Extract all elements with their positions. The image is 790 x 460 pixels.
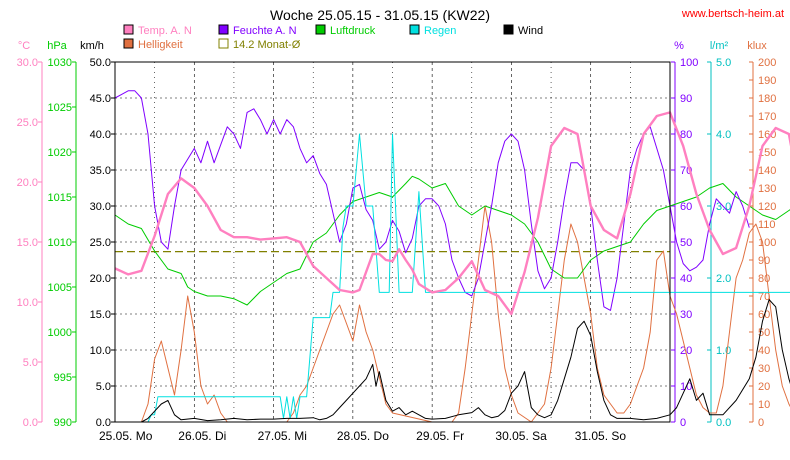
helligkeit-tick-label: 120: [758, 201, 776, 213]
feuchte-tick-label: 30: [680, 309, 692, 321]
wind-tick-label: 10.0: [90, 345, 111, 357]
legend-label-feuchte: Feuchte A. N: [233, 25, 297, 37]
helligkeit-tick-label: 100: [758, 237, 776, 249]
regen-tick-label: 5.0: [716, 57, 731, 69]
wind-tick-label: 15.0: [90, 309, 111, 321]
wind-tick-label: 50.0: [90, 57, 111, 69]
temp-tick-label: 5.0: [23, 357, 38, 369]
legend-swatch-luftdruck: [315, 24, 326, 35]
luftdruck-tick-label: 1025: [48, 102, 72, 114]
series-wind: [115, 299, 790, 423]
legend-label-luftdruck: Luftdruck: [330, 25, 376, 37]
helligkeit-tick-label: 110: [758, 219, 776, 231]
x-tick-label: 25.05. Mo: [99, 429, 153, 443]
helligkeit-tick-label: 10: [758, 399, 770, 411]
legend-swatch-regen: [409, 24, 420, 35]
legend-label-temp: Temp. A. N: [138, 25, 192, 37]
luftdruck-tick-label: 1015: [48, 192, 72, 204]
temp-tick-label: 30.0: [17, 57, 38, 69]
temp-tick-label: 25.0: [17, 117, 38, 129]
wind-tick-label: 25.0: [90, 237, 111, 249]
legend: Temp. A. N Helligkeit Feuchte A. N 14.2 Mon…: [123, 24, 543, 51]
legend-label-helligkeit: Helligkeit: [138, 39, 183, 51]
series-regen: [115, 133, 790, 423]
helligkeit-tick-label: 40: [758, 345, 770, 357]
regen-tick-label: 1.0: [716, 345, 731, 357]
luftdruck-tick-label: 1005: [48, 282, 72, 294]
series-temp: [114, 111, 790, 316]
x-tick-label: 27.05. Mi: [258, 429, 307, 443]
source-link[interactable]: www.bertsch-heim.at: [681, 8, 784, 20]
regen-tick-label: 4.0: [716, 129, 731, 141]
series-layer: [114, 90, 790, 423]
x-tick-label: 31.05. So: [575, 429, 627, 443]
temp-tick-label: 10.0: [17, 297, 38, 309]
helligkeit-tick-label: 200: [758, 57, 776, 69]
helligkeit-tick-label: 0: [758, 417, 764, 429]
feuchte-tick-label: 100: [680, 57, 698, 69]
axis-titles: °C hPa km/h% l/m² klux: [18, 40, 767, 52]
regen-unit-label: l/m²: [710, 40, 729, 52]
legend-swatch-temp: [123, 24, 134, 35]
helligkeit-tick-label: 190: [758, 75, 776, 87]
wind-tick-label: 35.0: [90, 165, 111, 177]
chart-title: Woche 25.05.15 - 31.05.15 (KW22): [270, 7, 490, 23]
helligkeit-tick-label: 90: [758, 255, 770, 267]
temp-unit-label: °C: [18, 40, 30, 52]
helligkeit-tick-label: 130: [758, 183, 776, 195]
luftdruck-unit-label: hPa: [47, 40, 67, 52]
wind-tick-label: 30.0: [90, 201, 111, 213]
legend-swatch-wind: [503, 24, 514, 35]
helligkeit-tick-label: 70: [758, 291, 770, 303]
feuchte-unit-label: %: [674, 40, 684, 52]
wind-unit-label: km/h: [80, 40, 104, 52]
x-tick-label: 29.05. Fr: [416, 429, 464, 443]
feuchte-tick-label: 80: [680, 129, 692, 141]
legend-swatch-monat: [218, 38, 229, 49]
luftdruck-tick-label: 1000: [48, 327, 72, 339]
luftdruck-tick-label: 990: [54, 417, 72, 429]
legend-label-wind: Wind: [518, 25, 543, 37]
feuchte-tick-label: 90: [680, 93, 692, 105]
temp-tick-label: 20.0: [17, 177, 38, 189]
temp-tick-label: 0.0: [23, 417, 38, 429]
plot-frame: [114, 61, 671, 423]
feuchte-tick-label: 50: [680, 237, 692, 249]
helligkeit-tick-label: 30: [758, 363, 770, 375]
regen-tick-label: 2.0: [716, 273, 731, 285]
regen-tick-label: 0.0: [716, 417, 731, 429]
luftdruck-tick-label: 1030: [48, 57, 72, 69]
legend-label-monat: 14.2 Monat-Ø: [233, 39, 301, 51]
legend-swatch-feuchte: [218, 24, 229, 35]
wind-tick-label: 0.0: [96, 417, 111, 429]
feuchte-tick-label: 0: [680, 417, 686, 429]
grid: [115, 62, 670, 422]
helligkeit-tick-label: 80: [758, 273, 770, 285]
helligkeit-tick-label: 170: [758, 111, 776, 123]
x-tick-label: 28.05. Do: [337, 429, 389, 443]
wind-tick-label: 45.0: [90, 93, 111, 105]
wind-tick-label: 40.0: [90, 129, 111, 141]
temp-tick-label: 15.0: [17, 237, 38, 249]
helligkeit-tick-label: 20: [758, 381, 770, 393]
series-luftdruck: [114, 175, 790, 306]
legend-swatch-helligkeit: [123, 38, 134, 49]
feuchte-tick-label: 60: [680, 201, 692, 213]
feuchte-tick-label: 40: [680, 273, 692, 285]
luftdruck-tick-label: 995: [54, 372, 72, 384]
helligkeit-tick-label: 180: [758, 93, 776, 105]
x-tick-label: 26.05. Di: [178, 429, 226, 443]
luftdruck-tick-label: 1020: [48, 147, 72, 159]
legend-label-regen: Regen: [424, 25, 456, 37]
wind-tick-label: 20.0: [90, 273, 111, 285]
x-tick-label: 30.05. Sa: [495, 429, 547, 443]
luftdruck-tick-label: 1010: [48, 237, 72, 249]
helligkeit-tick-label: 140: [758, 165, 776, 177]
wind-tick-label: 5.0: [96, 381, 111, 393]
helligkeit-unit-label: klux: [747, 40, 767, 52]
